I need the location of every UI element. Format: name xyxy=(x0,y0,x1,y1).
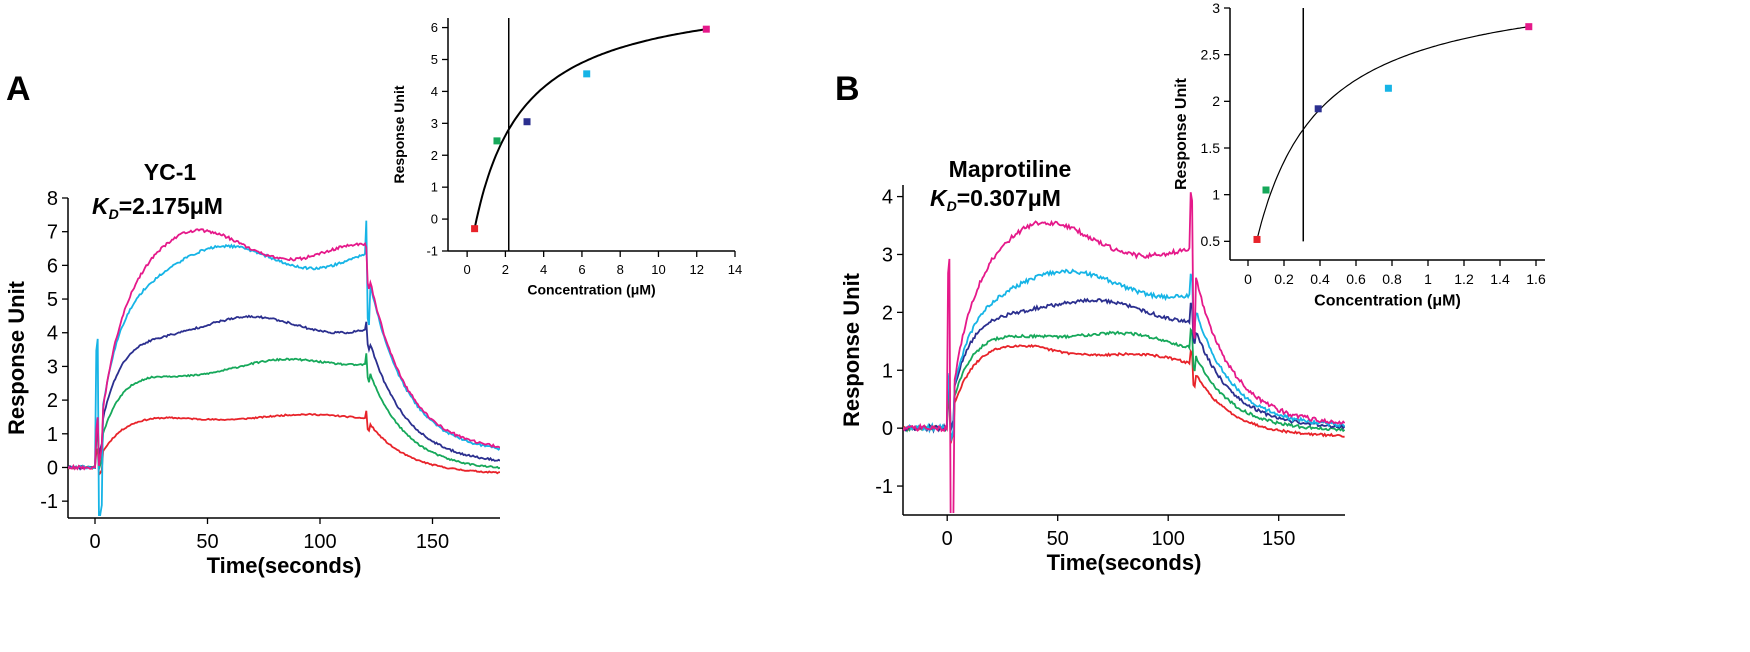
panel-b-series-c4 xyxy=(903,268,1345,442)
panel-b-inset-x-tick-label: 0.2 xyxy=(1274,271,1294,287)
panel-b-series-c2 xyxy=(903,327,1345,441)
panel-a-main-y-tick-label: 8 xyxy=(47,188,58,210)
panel-a-inset-y-tick-label: 0 xyxy=(431,212,438,227)
panel-b-kd-subscript: D xyxy=(947,198,957,214)
panel-b-main-y-tick-label: 4 xyxy=(882,187,893,209)
panel-b-main-y-tick-label: 1 xyxy=(882,360,893,382)
panel-b-inset-x-axis-label: Concentration (μM) xyxy=(1314,293,1461,310)
panel-b-kd-symbol: K xyxy=(930,185,948,211)
panel-a-inset-y-tick-label: 5 xyxy=(431,52,438,67)
panel-b-inset-point xyxy=(1525,23,1533,31)
panel-b-main-x-tick-label: 0 xyxy=(942,528,953,550)
panel-b-inset-fit-curve xyxy=(1256,26,1529,240)
panel-a-inset-x-tick-label: 14 xyxy=(728,262,742,277)
panel-b-main-y-tick-label: 3 xyxy=(882,244,893,266)
panel-b-main-x-tick-label: 150 xyxy=(1262,528,1295,550)
panel-a-main-x-tick-label: 100 xyxy=(303,531,336,553)
panel-a-main-x-tick-label: 0 xyxy=(89,531,100,553)
panel-b-inset-y-axis-label: Response Unit xyxy=(1173,77,1190,190)
panel-a-letter: A xyxy=(6,70,31,108)
panel-a-main-y-tick-label: 6 xyxy=(47,255,58,277)
panel-a-main-y-tick-label: 2 xyxy=(47,390,58,412)
panel-b-inset-y-tick-label: 0.5 xyxy=(1201,233,1221,249)
panel-b-inset-x-tick-label: 0 xyxy=(1244,271,1252,287)
panel-a-inset-y-axis-label: Response Unit xyxy=(391,85,407,183)
panel-b-kd-label: KD=0.307μM xyxy=(930,185,1061,214)
panel-a-inset-point xyxy=(583,70,591,78)
panel-b-inset-point xyxy=(1314,105,1322,113)
panel-a-main-x-tick-label: 50 xyxy=(196,531,218,553)
panel-a-inset-point xyxy=(702,25,710,33)
panel-b-inset-x-tick-label: 1.2 xyxy=(1454,271,1474,287)
panel-b-inset-y-tick-label: 2 xyxy=(1212,93,1220,109)
panel-b-compound-title: Maprotiline xyxy=(949,156,1072,182)
panel-b-inset-x-tick-label: 0.8 xyxy=(1382,271,1402,287)
panel-a-main-y-tick-label: -1 xyxy=(40,491,58,513)
panel-b-series-c1 xyxy=(903,343,1345,444)
panel-b-inset-x-tick-label: 1 xyxy=(1424,271,1432,287)
panel-a-inset-y-tick-label: 1 xyxy=(431,180,438,195)
panel-b-main-x-tick-label: 50 xyxy=(1047,528,1069,550)
panel-a-inset-point xyxy=(523,118,531,126)
panel-b-inset-point xyxy=(1262,186,1270,194)
panel-a-inset-x-tick-label: 6 xyxy=(578,262,585,277)
panel-b-inset-x-tick-label: 1.4 xyxy=(1490,271,1510,287)
panel-a-main-x-axis-label: Time(seconds) xyxy=(207,553,362,578)
panel-b-main-x-tick-label: 100 xyxy=(1152,528,1185,550)
panel-a-kd-label: KD=2.175μM xyxy=(92,193,223,222)
panel-b-inset-point xyxy=(1384,84,1392,92)
panel-a-inset-x-tick-label: 2 xyxy=(502,262,509,277)
panel-b-inset-x-tick-label: 1.6 xyxy=(1526,271,1546,287)
panel-a-inset-x-axis-label: Concentration (μM) xyxy=(527,281,655,297)
panel-b-inset-y-tick-label: 1.5 xyxy=(1201,140,1221,156)
panel-a-inset-x-tick-label: 12 xyxy=(689,262,703,277)
panel-a-inset-y-tick-label: 2 xyxy=(431,148,438,163)
panel-b-main-y-tick-label: 2 xyxy=(882,302,893,324)
panel-a-inset-y-tick-label: 3 xyxy=(431,116,438,131)
panel-a-series-c1 xyxy=(68,410,500,478)
panel-b-main-y-tick-label: 0 xyxy=(882,418,893,440)
panel-b-main-x-axis-label: Time(seconds) xyxy=(1047,550,1202,575)
panel-b-inset-x-tick-label: 0.4 xyxy=(1310,271,1330,287)
panel-a-inset-x-tick-label: 10 xyxy=(651,262,665,277)
panel-b-letter: B xyxy=(835,70,860,108)
panel-a-inset-x-tick-label: 4 xyxy=(540,262,547,277)
panel-a-series-c5 xyxy=(68,228,500,471)
panel-a-main-y-tick-label: 3 xyxy=(47,356,58,378)
panel-a-main-y-tick-label: 0 xyxy=(47,457,58,479)
panel-a-inset-y-tick-label: 4 xyxy=(431,84,438,99)
panel-a-inset-y-tick-label: 6 xyxy=(431,20,438,35)
panel-a-inset-fit-curve xyxy=(473,28,707,229)
panel-b-inset-point xyxy=(1253,235,1261,243)
panel-a-series-c2 xyxy=(68,353,500,470)
panel-a-inset-x-tick-label: 8 xyxy=(617,262,624,277)
panel-b-inset-y-tick-label: 3 xyxy=(1212,0,1220,16)
panel-b-kd-value: =0.307μM xyxy=(957,185,1061,211)
panel-a-main-y-tick-label: 5 xyxy=(47,289,58,311)
panel-a-inset-x-tick-label: 0 xyxy=(464,262,471,277)
panel-b-inset-y-tick-label: 2.5 xyxy=(1201,47,1221,63)
panel-a-inset-point xyxy=(493,137,501,145)
panel-a-inset-point xyxy=(471,225,479,233)
panel-b-inset-y-tick-label: 1 xyxy=(1212,187,1220,203)
panel-a-kd-value: =2.175μM xyxy=(119,193,223,219)
panel-b-series-c3 xyxy=(903,297,1345,434)
panel-a-kd-symbol: K xyxy=(92,193,110,219)
panel-a-inset-y-tick-label: -1 xyxy=(426,244,438,259)
panel-a-main-y-tick-label: 4 xyxy=(47,323,58,345)
panel-a-series-c4 xyxy=(68,220,500,516)
panel-b-inset-x-tick-label: 0.6 xyxy=(1346,271,1366,287)
panel-a-kd-subscript: D xyxy=(109,206,119,222)
panel-a-main-y-axis-label: Response Unit xyxy=(4,280,29,435)
panel-b-main-y-axis-label: Response Unit xyxy=(839,272,864,427)
panel-a-series-c3 xyxy=(68,314,500,471)
panel-a-main-x-tick-label: 150 xyxy=(416,531,449,553)
panel-b-main-y-tick-label: -1 xyxy=(875,476,893,498)
panel-a-main-y-tick-label: 7 xyxy=(47,222,58,244)
panel-a-main-y-tick-label: 1 xyxy=(47,424,58,446)
panel-b-series-c5 xyxy=(903,192,1345,513)
panel-a-compound-title: YC-1 xyxy=(144,159,197,185)
